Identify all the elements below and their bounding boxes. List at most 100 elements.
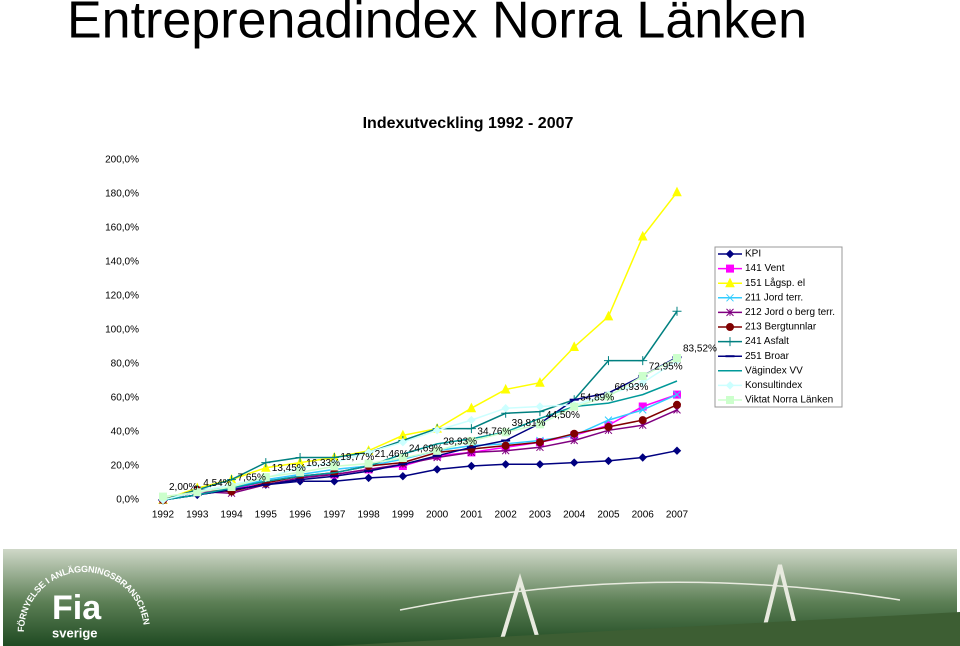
logo-sub: sverige <box>52 625 98 640</box>
marker <box>673 354 681 363</box>
data-label: 44,50% <box>546 410 580 421</box>
legend-label: Konsultindex <box>745 380 802 391</box>
bridge-cable <box>399 581 901 611</box>
marker <box>295 453 305 462</box>
chart-title: Indexutveckling 1992 - 2007 <box>363 115 574 132</box>
marker <box>638 453 647 462</box>
data-label: 21,46% <box>375 449 409 460</box>
x-tick-label: 2001 <box>460 510 483 521</box>
y-tick-label: 180,0% <box>105 189 139 200</box>
legend-label: 151 Lågsp. el <box>745 277 805 289</box>
data-label: 39,81% <box>512 418 546 429</box>
data-label: 16,33% <box>306 458 340 469</box>
x-tick-label: 2006 <box>632 510 655 521</box>
marker <box>398 437 408 447</box>
legend-marker <box>726 323 734 331</box>
marker <box>433 446 442 455</box>
marker <box>535 377 545 387</box>
marker <box>159 492 167 501</box>
y-tick-label: 60,0% <box>111 393 139 404</box>
marker <box>501 428 510 437</box>
legend-label: 251 Broar <box>745 351 790 362</box>
marker <box>500 383 511 394</box>
data-label: 60,93% <box>614 382 648 393</box>
marker <box>604 392 613 401</box>
marker <box>569 458 579 467</box>
data-label: 83,52% <box>683 344 717 355</box>
data-label: 72,95% <box>649 362 683 373</box>
marker <box>672 306 682 316</box>
x-tick-label: 2004 <box>563 510 586 521</box>
x-tick-label: 1994 <box>220 510 243 521</box>
data-label: 13,45% <box>272 463 306 474</box>
marker <box>570 436 579 445</box>
legend-marker <box>726 293 734 302</box>
legend-label: Viktat Norra Länken <box>745 395 833 406</box>
data-label: 54,89% <box>580 392 614 403</box>
marker <box>260 462 271 472</box>
marker <box>673 400 681 409</box>
marker <box>261 458 271 468</box>
marker <box>330 477 339 486</box>
data-label: 19,77% <box>340 452 374 463</box>
legend-label: 211 Jord terr. <box>745 292 803 303</box>
marker <box>638 371 647 380</box>
x-tick-label: 1992 <box>152 510 175 521</box>
x-tick-label: 1999 <box>392 510 415 521</box>
marker <box>603 310 614 321</box>
marker <box>501 441 510 450</box>
marker <box>501 403 510 413</box>
x-tick-label: 1995 <box>255 510 278 521</box>
legend-marker <box>725 381 735 390</box>
x-tick-label: 1993 <box>186 510 209 521</box>
series <box>162 380 678 501</box>
data-label: 2,00% <box>169 482 197 493</box>
marker <box>535 420 544 429</box>
legend-label: 141 Vent <box>745 263 785 274</box>
marker <box>227 482 236 491</box>
marker <box>604 416 613 424</box>
y-tick-label: 40,0% <box>111 427 139 438</box>
marker <box>570 402 579 411</box>
x-tick-label: 2003 <box>529 510 552 521</box>
y-tick-label: 120,0% <box>105 291 139 302</box>
marker <box>432 426 442 435</box>
marker <box>604 456 613 466</box>
marker <box>330 462 339 471</box>
data-label: 7,65% <box>238 473 266 484</box>
y-tick-label: 160,0% <box>105 223 139 234</box>
legend-label: 241 Asfalt <box>745 336 789 347</box>
series-line <box>162 357 678 498</box>
marker <box>535 402 545 411</box>
data-label: 24,69% <box>409 444 443 455</box>
marker <box>637 230 648 241</box>
x-tick-label: 1997 <box>323 510 346 521</box>
marker <box>569 341 580 351</box>
legend-label: 212 Jord o berg terr. <box>745 307 835 318</box>
y-tick-label: 140,0% <box>105 257 139 268</box>
y-tick-label: 200,0% <box>105 155 139 166</box>
legend-label: Vägindex VV <box>745 365 803 376</box>
marker <box>673 390 681 399</box>
x-tick-label: 2007 <box>666 510 689 521</box>
data-label: 4,54% <box>203 478 231 489</box>
x-tick-label: 1998 <box>357 510 380 521</box>
marker <box>672 186 682 197</box>
marker <box>638 416 647 425</box>
marker <box>467 436 476 445</box>
series-line <box>162 310 678 501</box>
marker <box>364 459 373 468</box>
legend-marker <box>725 337 735 347</box>
data-label: 34,76% <box>477 427 511 438</box>
x-tick-label: 2002 <box>495 510 518 521</box>
marker <box>364 473 373 483</box>
series <box>158 186 682 504</box>
series-line <box>162 380 678 501</box>
marker <box>638 378 647 387</box>
marker <box>535 460 545 469</box>
marker <box>535 438 544 447</box>
y-tick-label: 0,0% <box>116 495 139 506</box>
marker <box>466 424 476 434</box>
